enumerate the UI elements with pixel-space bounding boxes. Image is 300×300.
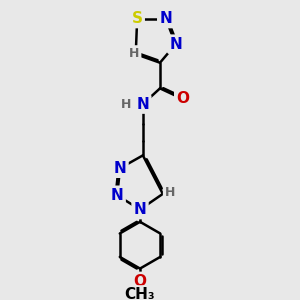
Text: CH₃: CH₃ (125, 287, 155, 300)
Text: N: N (134, 202, 146, 217)
Text: N: N (111, 188, 124, 203)
Text: N: N (136, 97, 149, 112)
Text: H: H (165, 186, 175, 199)
Text: N: N (114, 161, 126, 176)
Text: H: H (121, 98, 131, 111)
Text: O: O (134, 274, 146, 289)
Text: H: H (129, 47, 140, 60)
Text: S: S (132, 11, 143, 26)
Text: O: O (176, 91, 189, 106)
Text: N: N (169, 37, 182, 52)
Text: N: N (159, 11, 172, 26)
